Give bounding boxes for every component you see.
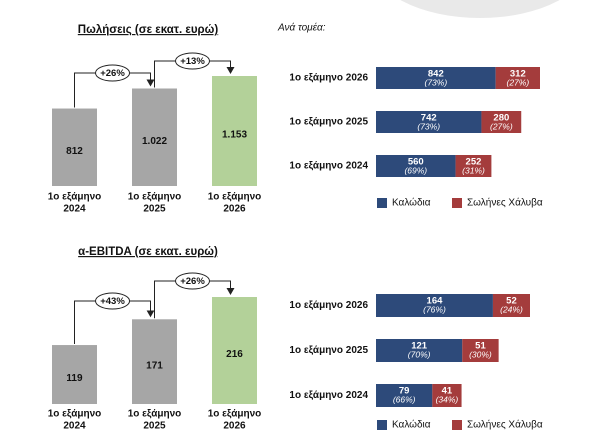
segment-share: (69%) [404,165,427,175]
change-badge [95,64,130,82]
segment-value: 79 [399,386,410,397]
segment-value: 51 [475,341,486,352]
segment-value: 41 [442,386,453,397]
segment-value: 280 [493,113,509,124]
segment-value: 560 [408,157,424,168]
segment-share: (24%) [500,304,523,314]
change-badge [175,272,210,290]
decor-circle [400,0,560,18]
bar-value-label: 119 [66,373,83,384]
segment [376,111,482,133]
bar-value-label: 812 [66,146,83,157]
legend-label: Καλώδια [392,419,431,431]
segment-value: 742 [421,113,437,124]
segment-share: (31%) [462,165,485,175]
bar [132,88,177,186]
change-badge [95,292,130,310]
legend-label: Καλώδια [392,197,431,209]
row-label: 1ο εξάμηνο 2025 [289,117,368,128]
bar-value-label: 216 [226,349,243,360]
x-tick-label: 1ο εξάμηνο [208,192,262,203]
segment [376,294,493,317]
segment-share: (70%) [408,349,431,359]
segment-share: (66%) [393,394,416,404]
row-label: 1ο εξάμηνο 2026 [289,300,368,311]
segment-value: 842 [428,69,444,80]
bar [52,108,97,186]
segment-share: (76%) [423,304,446,314]
segment-value: 121 [411,341,428,352]
x-tick-label: 1ο εξάμηνο [208,409,262,420]
bar [52,345,97,404]
change-badge [175,52,210,70]
change-label: +13% [180,56,205,67]
x-tick-label: 2025 [143,421,166,432]
chart-title: Πωλήσεις (σε εκατ. ευρώ) [78,24,219,36]
legend-swatch [377,420,387,430]
chart-title: α-EBITDA (σε εκατ. ευρώ) [78,246,218,258]
bar [212,76,257,186]
segment-value: 52 [506,296,517,307]
segment [462,339,499,362]
change-label: +43% [100,296,125,307]
bar [132,319,177,404]
segment [492,294,530,317]
segment [376,155,456,177]
bar [212,297,257,404]
segment-value: 312 [510,69,526,80]
x-tick-label: 2024 [63,421,86,432]
segment-share: (34%) [436,394,459,404]
section-title: Ανά τομέα: [277,22,326,34]
segment-share: (73%) [424,77,447,87]
legend-swatch [377,198,387,208]
bar-value-label: 171 [146,360,163,371]
change-label: +26% [100,68,125,79]
row-label: 1ο εξάμηνο 2024 [289,390,368,401]
segment [495,67,540,89]
legend-label: Σωλήνες Χάλυβα [467,419,543,431]
segment-share: (30%) [469,349,492,359]
bar-value-label: 1.153 [222,130,247,141]
row-label: 1ο εξάμηνο 2026 [289,73,368,84]
segment [455,155,492,177]
bar-value-label: 1.022 [142,136,167,147]
x-tick-label: 1ο εξάμηνο [48,192,102,203]
legend-swatch [452,420,462,430]
segment [376,339,463,362]
change-label: +26% [180,276,205,287]
x-tick-label: 1ο εξάμηνο [128,409,182,420]
segment-share: (73%) [417,121,440,131]
segment [481,111,522,133]
segment [376,67,496,89]
segment [432,384,462,407]
segment-value: 164 [427,296,444,307]
x-tick-label: 2026 [223,204,246,215]
segment-share: (27%) [490,121,513,131]
row-label: 1ο εξάμηνο 2025 [289,345,368,356]
x-tick-label: 2025 [143,204,166,215]
segment [376,384,433,407]
x-tick-label: 1ο εξάμηνο [48,409,102,420]
row-label: 1ο εξάμηνο 2024 [289,161,368,172]
legend-label: Σωλήνες Χάλυβα [467,197,543,209]
x-tick-label: 2024 [63,204,86,215]
x-tick-label: 1ο εξάμηνο [128,192,182,203]
segment-value: 252 [466,157,482,168]
x-tick-label: 2026 [223,421,246,432]
segment-share: (27%) [506,77,529,87]
legend-swatch [452,198,462,208]
